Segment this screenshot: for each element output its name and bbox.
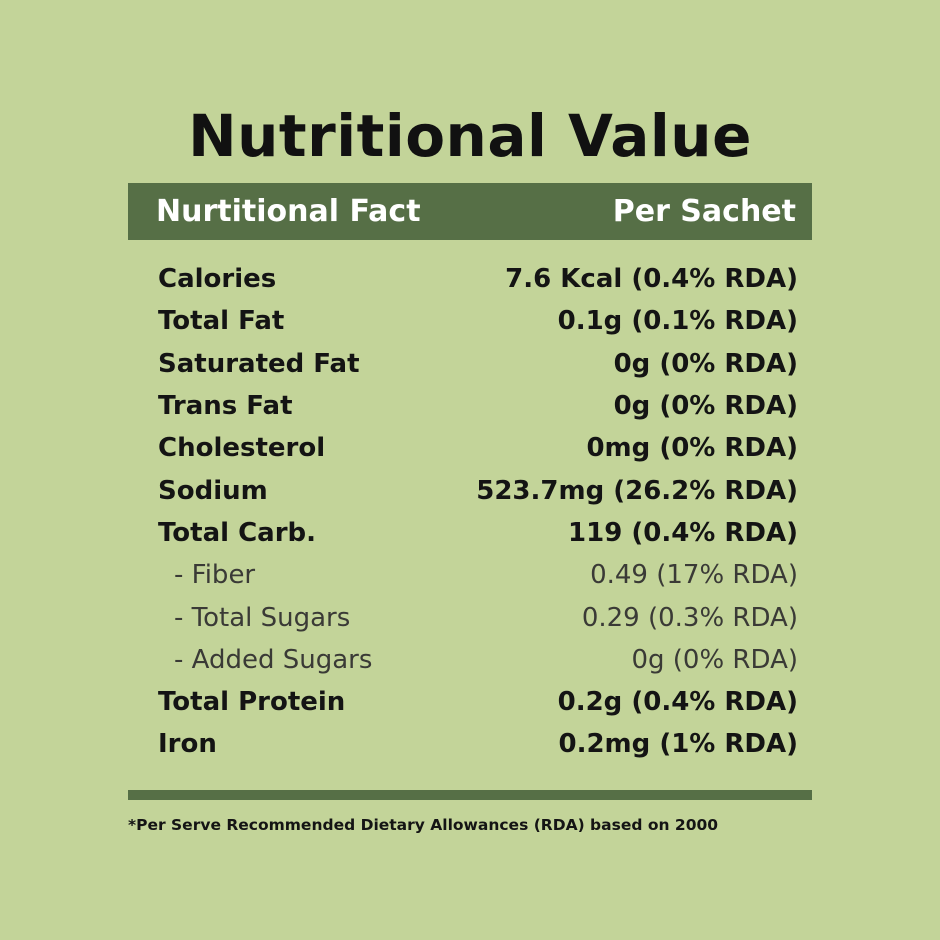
- nutrition-row: Cholesterol 0mg (0% RDA): [158, 427, 798, 469]
- nutrient-value: 0.2g (0.4% RDA): [557, 687, 798, 718]
- nutrient-value: 0.1g (0.1% RDA): [557, 306, 798, 337]
- nutrient-value: 0g (0% RDA): [631, 644, 798, 675]
- nutrition-row: - Added Sugars 0g (0% RDA): [158, 639, 798, 681]
- footnote: *Per Serve Recommended Dietary Allowance…: [128, 816, 719, 834]
- nutrition-row: Saturated Fat 0g (0% RDA): [158, 343, 798, 385]
- nutrition-row: Sodium 523.7mg (26.2% RDA): [158, 469, 798, 511]
- table-header: Nurtitional Fact Per Sachet: [128, 183, 812, 240]
- header-fact-label: Nurtitional Fact: [156, 194, 421, 229]
- nutrient-name: Sodium: [158, 475, 268, 506]
- nutrient-name: Iron: [158, 729, 217, 760]
- page-title: Nutritional Value: [188, 102, 752, 170]
- nutrition-row: Calories 7.6 Kcal (0.4% RDA): [158, 258, 798, 300]
- table-divider: [128, 790, 812, 800]
- nutrient-name: Calories: [158, 264, 277, 295]
- nutrient-name: Total Carb.: [158, 517, 317, 548]
- nutrient-value: 0g (0% RDA): [613, 391, 798, 422]
- nutrient-name: Total Protein: [158, 687, 346, 718]
- nutrition-table: Calories 7.6 Kcal (0.4% RDA) Total Fat 0.1g…: [158, 258, 798, 766]
- nutrient-value: 119 (0.4% RDA): [568, 517, 798, 548]
- nutrient-name: - Fiber: [174, 560, 256, 591]
- nutrition-row: - Fiber 0.49 (17% RDA): [158, 554, 798, 596]
- nutrient-name: - Added Sugars: [174, 644, 373, 675]
- nutrient-value: 7.6 Kcal (0.4% RDA): [505, 264, 798, 295]
- nutrition-row: Total Protein 0.2g (0.4% RDA): [158, 681, 798, 723]
- nutrient-value: 523.7mg (26.2% RDA): [476, 475, 798, 506]
- nutrition-row: Iron 0.2mg (1% RDA): [158, 723, 798, 765]
- nutrition-row: - Total Sugars 0.29 (0.3% RDA): [158, 596, 798, 638]
- nutrient-value: 0.29 (0.3% RDA): [581, 602, 798, 633]
- header-serving-label: Per Sachet: [612, 194, 796, 229]
- nutrient-value: 0.49 (17% RDA): [590, 560, 798, 591]
- nutrient-name: Trans Fat: [158, 391, 293, 422]
- nutrient-value: 0g (0% RDA): [613, 348, 798, 379]
- nutrition-row: Trans Fat 0g (0% RDA): [158, 385, 798, 427]
- nutrient-name: Saturated Fat: [158, 348, 360, 379]
- nutrient-value: 0mg (0% RDA): [586, 433, 798, 464]
- nutrient-value: 0.2mg (1% RDA): [558, 729, 799, 760]
- nutrition-row: Total Fat 0.1g (0.1% RDA): [158, 300, 798, 342]
- nutrition-row: Total Carb. 119 (0.4% RDA): [158, 512, 798, 554]
- nutrient-name: - Total Sugars: [174, 602, 351, 633]
- nutrient-name: Cholesterol: [158, 433, 326, 464]
- nutrient-name: Total Fat: [158, 306, 285, 337]
